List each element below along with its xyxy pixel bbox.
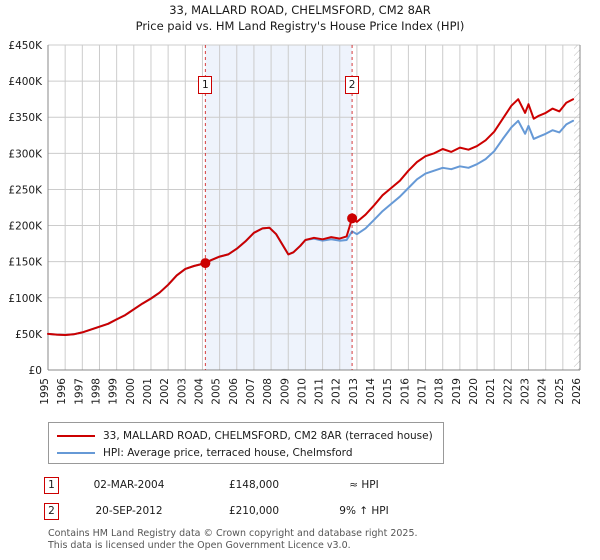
svg-text:£400K: £400K: [8, 76, 43, 88]
svg-text:2007: 2007: [245, 378, 257, 405]
svg-text:2006: 2006: [228, 378, 240, 405]
svg-text:2013: 2013: [348, 378, 360, 405]
chart-footer: Contains HM Land Registry data © Crown c…: [48, 528, 588, 552]
svg-text:2009: 2009: [279, 378, 291, 405]
chart-legend: 33, MALLARD ROAD, CHELMSFORD, CM2 8AR (t…: [48, 422, 444, 464]
svg-text:2010: 2010: [296, 378, 308, 405]
svg-text:2016: 2016: [399, 378, 411, 405]
svg-text:1997: 1997: [73, 378, 85, 405]
svg-text:£100K: £100K: [8, 293, 43, 305]
svg-text:£300K: £300K: [8, 148, 43, 160]
svg-text:2022: 2022: [502, 378, 514, 405]
svg-text:2001: 2001: [142, 378, 154, 405]
transaction-price-2: £210,000: [228, 505, 280, 517]
svg-text:2011: 2011: [314, 378, 326, 405]
svg-text:2018: 2018: [434, 378, 446, 405]
table-row[interactable]: 2 20-SEP-2012 £210,000 9% ↑ HPI: [44, 498, 464, 524]
transaction-index-1: 1: [44, 476, 59, 494]
table-row[interactable]: 1 02-MAR-2004 £148,000 ≈ HPI: [44, 472, 464, 498]
transaction-date-2: 20-SEP-2012: [95, 505, 163, 517]
svg-text:£0: £0: [29, 365, 42, 377]
chart-title-line2: Price paid vs. HM Land Registry's House …: [135, 19, 465, 33]
svg-text:2026: 2026: [571, 378, 583, 405]
transaction-price-1: £148,000: [228, 479, 280, 491]
svg-text:2023: 2023: [520, 378, 532, 405]
svg-text:£150K: £150K: [8, 257, 43, 269]
svg-text:£350K: £350K: [8, 112, 43, 124]
transaction-hpi-note-1: ≈ HPI: [349, 479, 379, 491]
svg-text:1995: 1995: [39, 378, 51, 405]
svg-text:2004: 2004: [193, 378, 205, 405]
legend-label-hpi: HPI: Average price, terraced house, Chel…: [103, 446, 353, 459]
svg-text:2012: 2012: [331, 378, 343, 405]
svg-text:2002: 2002: [159, 378, 171, 405]
chart-plot-area: £0 £50K £100K £150K £200K £250K £300K £350K £400…: [8, 40, 583, 405]
svg-text:2003: 2003: [176, 378, 188, 405]
chart-title-line1: 33, MALLARD ROAD, CHELMSFORD, CM2 8AR: [169, 3, 431, 17]
svg-text:2017: 2017: [417, 378, 429, 405]
legend-item-hpi: HPI: Average price, terraced house, Chel…: [55, 444, 437, 461]
legend-item-price-paid: 33, MALLARD ROAD, CHELMSFORD, CM2 8AR (t…: [55, 427, 437, 444]
svg-text:£200K: £200K: [8, 221, 43, 233]
legend-swatch-hpi: [57, 451, 95, 454]
svg-text:1999: 1999: [108, 378, 120, 405]
footer-copyright: Contains HM Land Registry data © Crown c…: [48, 528, 418, 539]
sale-marker-label-1[interactable]: 1: [198, 76, 213, 94]
transactions-table: 1 02-MAR-2004 £148,000 ≈ HPI 2 20-SEP-20…: [44, 472, 464, 524]
svg-text:2024: 2024: [537, 378, 549, 405]
svg-text:2025: 2025: [554, 378, 566, 405]
svg-text:2008: 2008: [262, 378, 274, 405]
chart-title: 33, MALLARD ROAD, CHELMSFORD, CM2 8AR Pr…: [0, 2, 600, 34]
svg-text:2019: 2019: [451, 378, 463, 405]
svg-text:1998: 1998: [90, 378, 102, 405]
svg-text:£50K: £50K: [15, 329, 43, 341]
transaction-date-1: 02-MAR-2004: [93, 479, 165, 491]
footer-licence: This data is licensed under the Open Gov…: [48, 540, 351, 551]
legend-swatch-price-paid: [57, 434, 95, 437]
svg-text:2015: 2015: [382, 378, 394, 405]
svg-text:2000: 2000: [125, 378, 137, 405]
svg-text:2020: 2020: [468, 378, 480, 405]
svg-text:2021: 2021: [485, 378, 497, 405]
legend-label-price-paid: 33, MALLARD ROAD, CHELMSFORD, CM2 8AR (t…: [103, 429, 433, 442]
svg-text:2005: 2005: [211, 378, 223, 405]
sale-marker-label-2[interactable]: 2: [345, 76, 360, 94]
transaction-hpi-note-2: 9% ↑ HPI: [339, 505, 389, 517]
transaction-index-2: 2: [44, 502, 59, 520]
svg-text:2014: 2014: [365, 378, 377, 405]
svg-text:1996: 1996: [56, 378, 68, 405]
svg-text:£250K: £250K: [8, 184, 43, 196]
svg-text:£450K: £450K: [8, 40, 43, 52]
